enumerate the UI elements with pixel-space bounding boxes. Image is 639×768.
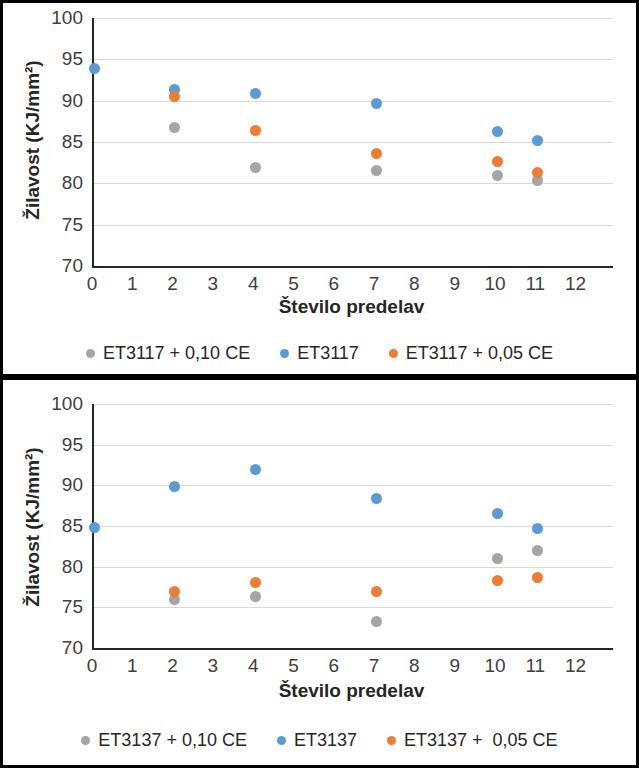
x-tick-label: 5 (272, 273, 316, 295)
gridline (94, 225, 613, 226)
data-point (250, 125, 261, 136)
x-tick-label: 6 (312, 655, 356, 677)
x-tick-label: 9 (433, 655, 477, 677)
data-point (89, 522, 100, 533)
data-point (492, 126, 503, 137)
y-tick-label: 85 (31, 515, 83, 537)
x-tick-label: 1 (110, 655, 154, 677)
data-point (492, 508, 503, 519)
y-tick-label: 75 (31, 596, 83, 618)
legend-marker-icon (86, 349, 95, 358)
gridline (94, 445, 613, 446)
legend-item: ET3117 + 0,10 CE (86, 343, 250, 364)
data-point (169, 122, 180, 133)
x-tick-label: 3 (191, 655, 235, 677)
legend-label: ET3137 + 0,10 CE (98, 730, 247, 751)
x-tick-label: 8 (392, 273, 436, 295)
gridline (94, 59, 613, 60)
x-axis-title: Število predelav (92, 680, 611, 702)
legend-label: ET3117 (297, 343, 359, 364)
x-tick-label: 10 (473, 655, 517, 677)
data-point (371, 98, 382, 109)
legend-label: ET3117 + 0,05 CE (406, 343, 553, 364)
x-tick-label: 11 (513, 273, 557, 295)
legend-label: ET3137 (294, 730, 357, 751)
data-point (250, 591, 261, 602)
data-point (532, 572, 543, 583)
data-point (250, 162, 261, 173)
gridline (94, 607, 613, 608)
legend-marker-icon (277, 736, 286, 745)
legend-label: ET3137 + 0,05 CE (404, 730, 558, 751)
data-point (371, 616, 382, 627)
data-point (250, 577, 261, 588)
legend-marker-icon (387, 736, 396, 745)
y-tick-label: 80 (31, 172, 83, 194)
data-point (250, 464, 261, 475)
legend-label: ET3117 + 0,10 CE (103, 343, 250, 364)
y-tick-label: 100 (31, 7, 83, 29)
data-point (532, 167, 543, 178)
data-point (371, 586, 382, 597)
legend-item: ET3137 (277, 730, 357, 751)
chart-panel-et3137: Žilavost (KJ/mm²) Število predelav ET313… (0, 377, 639, 768)
data-point (492, 156, 503, 167)
y-tick-label: 100 (31, 393, 83, 415)
data-point (169, 481, 180, 492)
y-tick-label: 85 (31, 131, 83, 153)
x-tick-label: 0 (70, 273, 114, 295)
x-tick-label: 7 (352, 273, 396, 295)
legend-et3137: ET3137 + 0,10 CE ET3137 ET3137 + 0,05 CE (3, 730, 636, 751)
y-tick-label: 95 (31, 48, 83, 70)
legend-marker-icon (81, 736, 90, 745)
x-tick-label: 4 (231, 273, 275, 295)
data-point (371, 165, 382, 176)
plot-area-et3137 (92, 404, 613, 650)
x-tick-label: 8 (392, 655, 436, 677)
chart-panel-et3117: Žilavost (KJ/mm²) Število predelav ET311… (0, 0, 639, 377)
legend-marker-icon (280, 349, 289, 358)
x-tick-label: 9 (433, 273, 477, 295)
y-tick-label: 90 (31, 90, 83, 112)
y-tick-label: 95 (31, 434, 83, 456)
x-tick-label: 2 (151, 655, 195, 677)
x-tick-label: 10 (473, 273, 517, 295)
data-point (492, 575, 503, 586)
data-point (250, 88, 261, 99)
data-point (532, 545, 543, 556)
x-tick-label: 2 (151, 273, 195, 295)
x-tick-label: 7 (352, 655, 396, 677)
y-tick-label: 80 (31, 556, 83, 578)
legend-marker-icon (389, 349, 398, 358)
x-tick-label: 6 (312, 273, 356, 295)
x-tick-label: 12 (554, 655, 598, 677)
x-tick-label: 3 (191, 273, 235, 295)
legend-et3117: ET3117 + 0,10 CE ET3117 ET3117 + 0,05 CE (3, 343, 636, 364)
data-point (89, 63, 100, 74)
gridline (94, 404, 613, 405)
data-point (532, 523, 543, 534)
x-tick-label: 4 (231, 655, 275, 677)
x-tick-label: 11 (513, 655, 557, 677)
data-point (371, 493, 382, 504)
legend-item: ET3137 + 0,05 CE (387, 730, 558, 751)
y-tick-label: 75 (31, 214, 83, 236)
x-tick-label: 5 (272, 655, 316, 677)
x-tick-label: 0 (70, 655, 114, 677)
x-axis-title: Število predelav (92, 296, 611, 318)
legend-item: ET3117 + 0,05 CE (389, 343, 553, 364)
legend-item: ET3117 (280, 343, 359, 364)
legend-item: ET3137 + 0,10 CE (81, 730, 247, 751)
gridline (94, 567, 613, 568)
gridline (94, 18, 613, 19)
plot-area-et3117 (92, 18, 613, 268)
x-tick-label: 1 (110, 273, 154, 295)
data-point (492, 170, 503, 181)
data-point (532, 135, 543, 146)
x-tick-label: 12 (554, 273, 598, 295)
y-tick-label: 90 (31, 474, 83, 496)
data-point (371, 148, 382, 159)
data-point (492, 553, 503, 564)
